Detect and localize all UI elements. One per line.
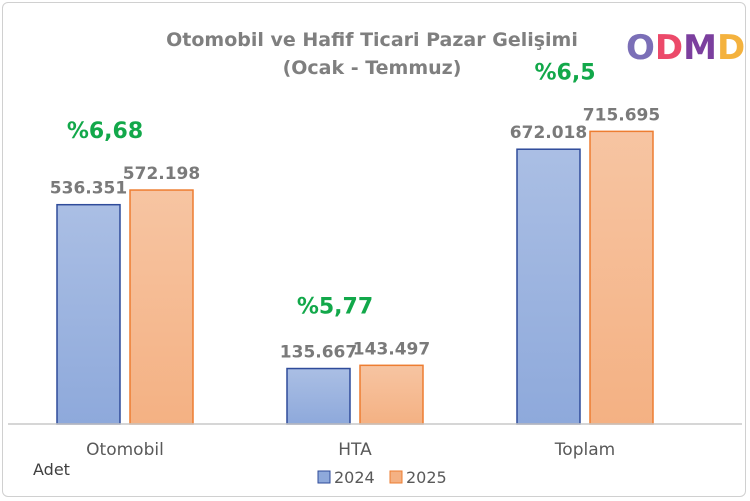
growth-label: %6,68 [67, 119, 143, 144]
data-label: 143.497 [353, 339, 430, 359]
growth-label: %5,77 [297, 294, 373, 319]
unit-label: Adet [33, 460, 70, 479]
legend: 2024 2025 [317, 468, 447, 487]
data-label: 135.667 [280, 343, 357, 363]
logo-letter: D [717, 28, 745, 68]
bar-hta-2025 [359, 364, 424, 425]
bar-otomobil-2024 [56, 203, 121, 425]
legend-swatch-2024 [317, 470, 331, 484]
data-label: 715.695 [583, 105, 660, 125]
category-tick-label: Otomobil [86, 440, 164, 460]
logo-text: ODMD [626, 28, 745, 68]
bar-hta-2024 [286, 367, 351, 425]
data-label: 572.198 [123, 164, 200, 184]
odmd-logo: ODMD [626, 28, 745, 68]
legend-swatch-2025 [389, 470, 403, 484]
growth-label: %6,5 [534, 60, 595, 85]
logo-letter: O [626, 28, 655, 68]
category-tick-label: HTA [338, 440, 372, 460]
legend-label: 2024 [334, 468, 375, 487]
chart-subtitle: (Ocak - Temmuz) [283, 57, 462, 79]
category-labels: Otomobil HTA Toplam [86, 440, 615, 460]
data-label: 536.351 [50, 179, 127, 199]
bar-toplam-2025 [589, 130, 654, 425]
legend-label: 2025 [406, 468, 447, 487]
bar-toplam-2024 [516, 148, 581, 425]
bar-otomobil-2025 [129, 189, 194, 425]
category-tick-label: Toplam [554, 440, 615, 460]
data-label: 672.018 [510, 123, 587, 143]
chart-title: Otomobil ve Hafif Ticari Pazar Gelişimi [166, 29, 578, 51]
logo-letter: M [683, 28, 717, 68]
logo-letter: D [655, 28, 683, 68]
